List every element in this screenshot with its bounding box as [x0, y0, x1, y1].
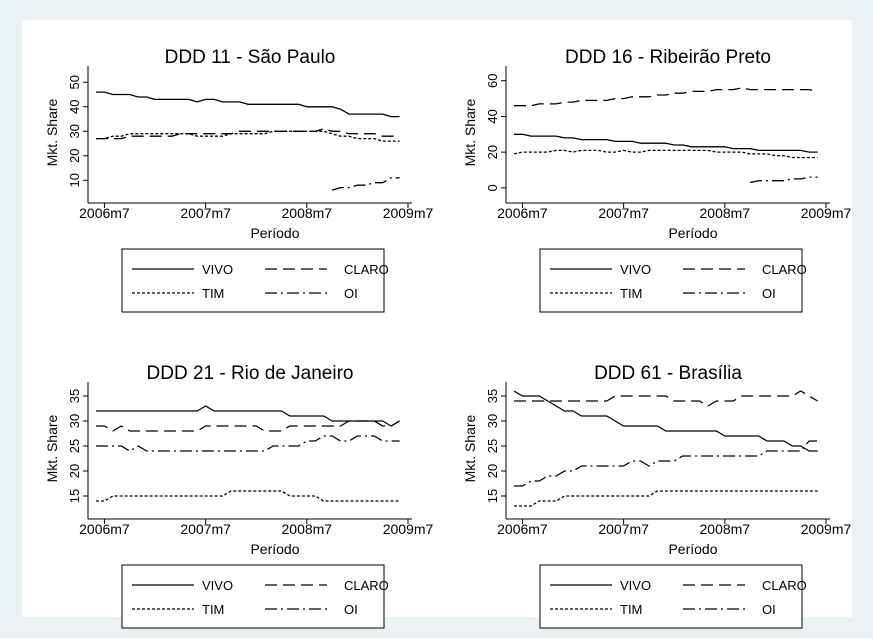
chart-4-legend-label-claro: CLARO — [762, 578, 807, 593]
chart-2-ytick-label-60: 60 — [485, 73, 500, 87]
inner-panel-background — [22, 20, 852, 617]
chart-1-legend-box — [121, 248, 385, 313]
chart-2-series-tim — [513, 149, 818, 159]
chart-3-ytick-label-25: 25 — [67, 439, 82, 453]
chart-4-series-oi — [514, 440, 818, 487]
chart-3-xlabel: Período — [250, 541, 299, 557]
chart-1-xtick-label-2007m7: 2007m7 — [180, 205, 231, 221]
chart-1-legend-label-claro: CLARO — [344, 262, 389, 277]
chart-1-legend-label-oi: OI — [344, 286, 358, 301]
chart-2-series-claro — [514, 87, 818, 107]
chart-1-ytick-label-40: 40 — [67, 100, 82, 114]
chart-4: DDD 61 - Brasília 15 20 25 30 35 2006m7 2007m7 2… — [462, 363, 852, 629]
chart-3-series-tim — [96, 490, 400, 502]
chart-1-xtick-label-2008m7: 2008m7 — [282, 205, 333, 221]
chart-4-ytick-label-35: 35 — [485, 389, 500, 403]
chart-2-ylabel: Mkt. Share — [462, 98, 478, 166]
chart-4-ytick-label-20: 20 — [485, 464, 500, 478]
chart-3-ylabel: Mkt. Share — [44, 414, 60, 482]
chart-3-title: DDD 21 - Rio de Janeiro — [147, 363, 354, 384]
chart-1: DDD 11 - São Paulo 10 20 30 40 50 2006m7 2007m7… — [44, 47, 434, 313]
chart-3-xtick-label-2007m7: 2007m7 — [180, 521, 231, 537]
chart-3-xtick-label-2008m7: 2008m7 — [282, 521, 333, 537]
chart-3-legend-label-vivo: VIVO — [202, 578, 233, 593]
chart-2-legend-label-claro: CLARO — [762, 262, 807, 277]
chart-1-series-tim — [96, 130, 400, 142]
chart-1-xtick-label-2009m7: 2009m7 — [383, 205, 434, 221]
chart-4-title: DDD 61 - Brasília — [594, 363, 742, 384]
chart-2-legend-label-oi: OI — [762, 286, 776, 301]
chart-3-ytick-label-15: 15 — [67, 489, 82, 503]
chart-4-series-tim — [514, 490, 818, 507]
chart-3-xtick-label-2006m7: 2006m7 — [79, 521, 130, 537]
chart-2-xtick-label-2007m7: 2007m7 — [598, 205, 649, 221]
chart-4-xtick-label-2007m7: 2007m7 — [598, 521, 649, 537]
chart-4-ytick-label-15: 15 — [485, 489, 500, 503]
chart-3-series-claro — [96, 420, 400, 432]
chart-4-ytick-label-30: 30 — [485, 414, 500, 428]
chart-2-xtick-label-2008m7: 2008m7 — [700, 205, 751, 221]
chart-4-series-claro — [514, 390, 818, 407]
chart-2-legend-label-tim: TIM — [620, 286, 642, 301]
chart-1-ytick-label-10: 10 — [67, 173, 82, 187]
chart-2-legend-box — [539, 248, 803, 313]
chart-4-legend-label-oi: OI — [762, 602, 776, 617]
chart-1-ylabel: Mkt. Share — [44, 98, 60, 166]
chart-2-legend-label-vivo: VIVO — [620, 262, 651, 277]
chart-1-legend-label-tim: TIM — [202, 286, 224, 301]
chart-2-ytick-label-40: 40 — [485, 109, 500, 123]
chart-3-legend-label-claro: CLARO — [344, 578, 389, 593]
chart-2-xlabel: Período — [668, 225, 717, 241]
chart-3-ytick-label-30: 30 — [67, 414, 82, 428]
chart-2-ytick-label-0: 0 — [485, 184, 500, 191]
chart-1-ytick-label-50: 50 — [67, 75, 82, 89]
chart-1-series-oi — [331, 177, 400, 191]
chart-3-legend-label-tim: TIM — [202, 602, 224, 617]
chart-2-series-oi — [749, 176, 818, 184]
chart-3-ytick-label-35: 35 — [67, 389, 82, 403]
chart-3-xtick-label-2009m7: 2009m7 — [383, 521, 434, 537]
chart-1-legend-label-vivo: VIVO — [202, 262, 233, 277]
chart-3-series-oi — [96, 435, 400, 452]
chart-4-xtick-label-2009m7: 2009m7 — [801, 521, 852, 537]
chart-2: DDD 16 - Ribeirão Preto 0 20 40 60 2006m7 2007… — [462, 47, 852, 313]
chart-2-title: DDD 16 - Ribeirão Preto — [565, 47, 771, 68]
chart-4-xtick-label-2006m7: 2006m7 — [497, 521, 548, 537]
chart-2-xtick-label-2009m7: 2009m7 — [801, 205, 852, 221]
chart-1-ytick-label-20: 20 — [67, 149, 82, 163]
chart-1-series-vivo — [96, 91, 400, 118]
chart-2-series-vivo — [514, 133, 818, 153]
chart-2-ytick-label-20: 20 — [485, 145, 500, 159]
chart-3-legend-label-oi: OI — [344, 602, 358, 617]
chart-4-xtick-label-2008m7: 2008m7 — [700, 521, 751, 537]
chart-4-legend-label-tim: TIM — [620, 602, 642, 617]
chart-3: DDD 21 - Rio de Janeiro 15 20 25 30 35 2006m7 2… — [44, 363, 434, 629]
chart-3-legend-box — [121, 564, 385, 629]
chart-4-ylabel: Mkt. Share — [462, 414, 478, 482]
chart-4-legend-label-vivo: VIVO — [620, 578, 651, 593]
chart-4-series-vivo — [513, 390, 818, 452]
chart-4-ytick-label-25: 25 — [485, 439, 500, 453]
chart-3-ytick-label-20: 20 — [67, 464, 82, 478]
chart-1-title: DDD 11 - São Paulo — [165, 47, 336, 68]
chart-1-ytick-label-30: 30 — [67, 124, 82, 138]
chart-4-legend-box — [539, 564, 803, 629]
chart-4-xlabel: Período — [668, 541, 717, 557]
chart-2-xtick-label-2006m7: 2006m7 — [497, 205, 548, 221]
chart-1-xtick-label-2006m7: 2006m7 — [79, 205, 130, 221]
chart-1-xlabel: Período — [250, 225, 299, 241]
chart-1-series-claro — [96, 128, 400, 140]
